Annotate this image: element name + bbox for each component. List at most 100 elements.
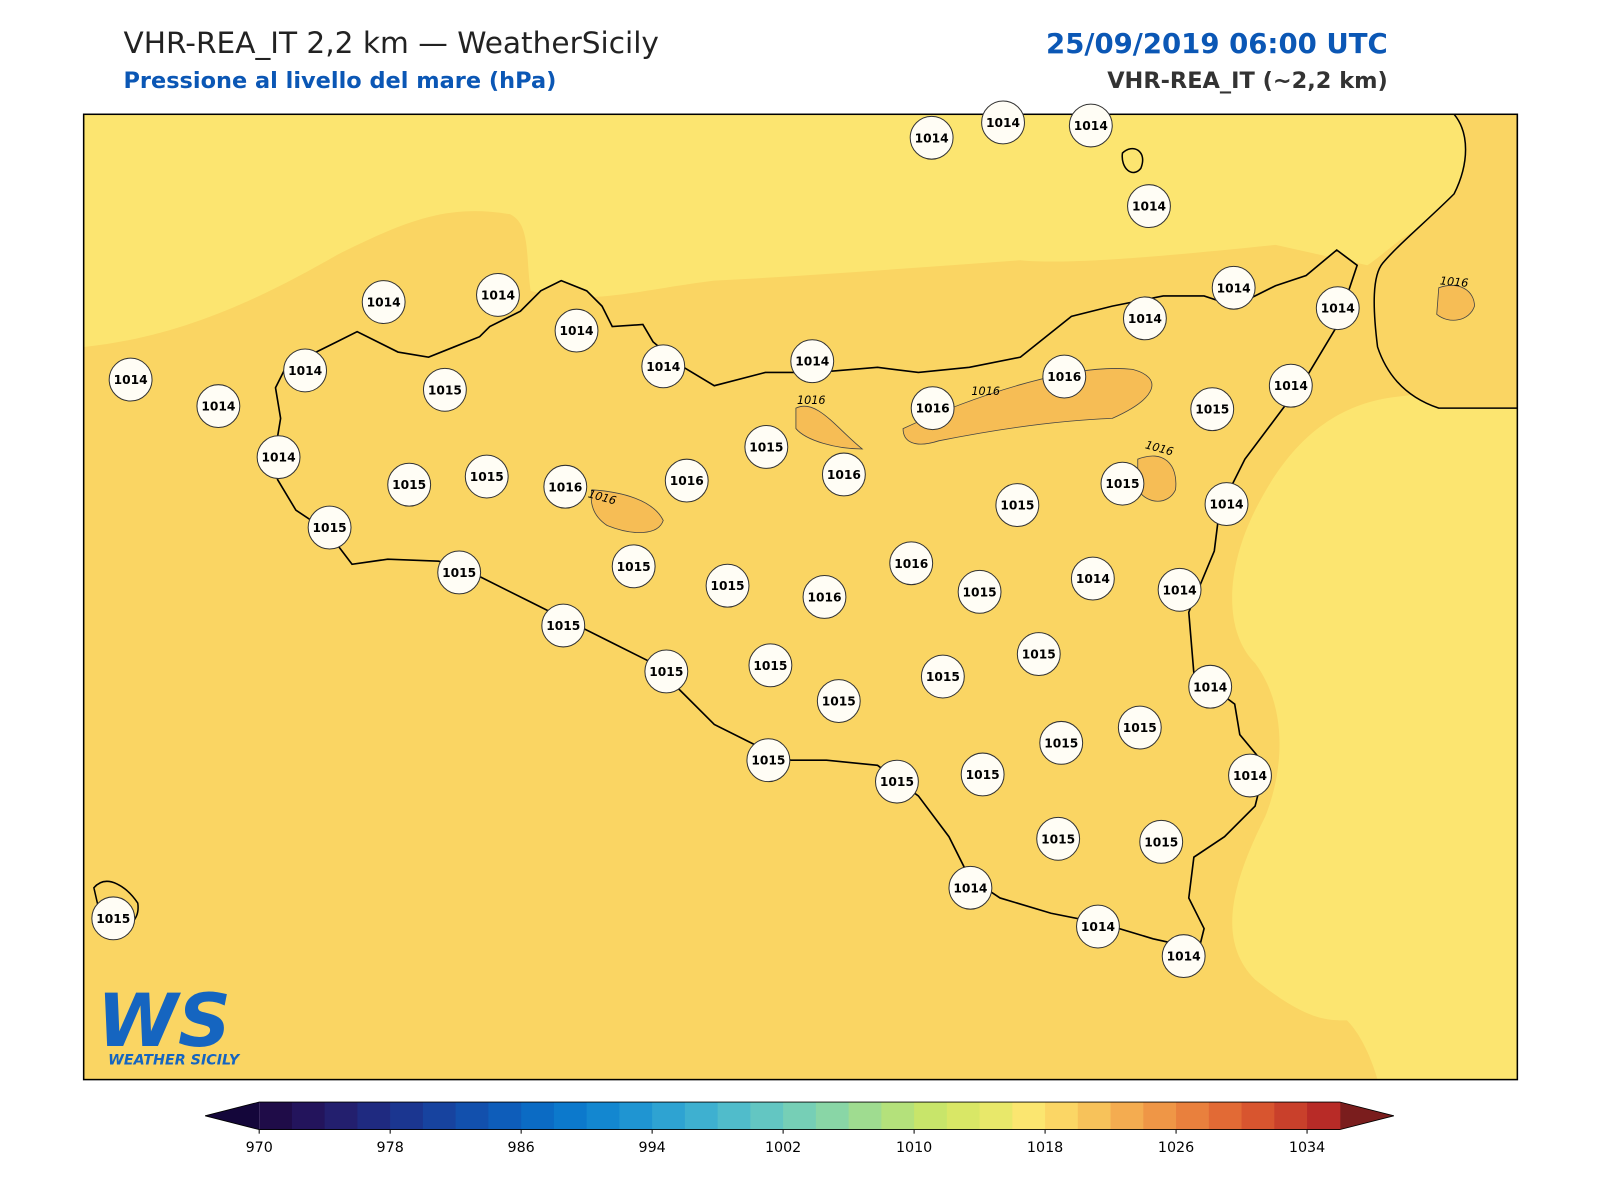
station-marker bbox=[909, 115, 954, 160]
station-marker bbox=[1211, 265, 1256, 310]
station-marker bbox=[816, 679, 861, 723]
station-value: 1016 bbox=[916, 402, 950, 416]
station-value: 1015 bbox=[96, 912, 130, 926]
station: 1014 bbox=[1076, 904, 1120, 949]
station-value: 1014 bbox=[262, 451, 296, 465]
station-value: 1015 bbox=[822, 695, 856, 709]
station-value: 1015 bbox=[926, 670, 960, 684]
station-value: 1015 bbox=[1044, 736, 1078, 750]
colorbar-tick-label: 978 bbox=[377, 1140, 404, 1156]
station-marker bbox=[361, 280, 406, 324]
colorbar-swatch bbox=[848, 1102, 882, 1130]
colorbar-swatch bbox=[1045, 1102, 1079, 1130]
station-value: 1014 bbox=[1321, 302, 1355, 316]
station: 1014 bbox=[790, 339, 835, 384]
colorbar-swatch bbox=[946, 1102, 981, 1130]
station-marker bbox=[1228, 753, 1272, 798]
station: 1015 bbox=[1117, 705, 1162, 750]
station-value: 1014 bbox=[1132, 200, 1166, 214]
station: 1015 bbox=[875, 759, 919, 804]
station-marker bbox=[1188, 664, 1233, 709]
station-marker bbox=[283, 348, 328, 393]
station-value: 1015 bbox=[313, 521, 347, 535]
colorbar-extend-low bbox=[205, 1102, 260, 1130]
station: 1015 bbox=[920, 654, 965, 699]
station-value: 1016 bbox=[1047, 370, 1081, 384]
station-value: 1014 bbox=[1274, 379, 1308, 393]
colorbar-swatch bbox=[259, 1102, 293, 1130]
island bbox=[1121, 147, 1144, 174]
station: 1015 bbox=[422, 367, 467, 412]
station-value: 1015 bbox=[1022, 648, 1056, 662]
lighter-sea bbox=[1232, 367, 1518, 1080]
station-value: 1016 bbox=[807, 590, 841, 604]
station-marker bbox=[1016, 632, 1061, 677]
stations: 1014 1014 1014 1014 1014 1014 1014 1014 1014 1014… bbox=[91, 100, 1360, 979]
station-marker bbox=[746, 738, 791, 783]
station: 1014 bbox=[909, 115, 954, 160]
station: 1015 bbox=[748, 643, 793, 688]
station-value: 1015 bbox=[617, 560, 651, 574]
station-marker bbox=[1039, 720, 1084, 765]
colorbar-swatch bbox=[684, 1102, 719, 1130]
colorbar-swatch bbox=[521, 1102, 555, 1130]
colorbar-extend-high bbox=[1339, 1102, 1394, 1130]
station: 1015 bbox=[611, 544, 656, 589]
station-marker bbox=[889, 541, 934, 586]
station-value: 1016 bbox=[894, 557, 928, 571]
colorbar-swatch bbox=[619, 1102, 653, 1130]
station-marker bbox=[705, 563, 750, 608]
station-value: 1016 bbox=[670, 474, 704, 488]
station: 1015 bbox=[1039, 720, 1084, 765]
station-value: 1015 bbox=[470, 470, 504, 484]
station-value: 1014 bbox=[1193, 680, 1227, 694]
station-marker bbox=[1157, 567, 1202, 612]
station-value: 1015 bbox=[963, 585, 997, 599]
logo-name: WEATHER SICILY bbox=[108, 1052, 241, 1068]
station-marker bbox=[554, 308, 599, 353]
station: 1014 bbox=[554, 308, 599, 353]
station-value: 1014 bbox=[114, 373, 148, 387]
station-marker bbox=[1315, 286, 1360, 331]
station: 1015 bbox=[957, 569, 1002, 614]
contour-1016 bbox=[590, 285, 1475, 534]
station-marker bbox=[476, 272, 520, 317]
station: 1014 bbox=[981, 100, 1025, 145]
contour-label: 1016 bbox=[971, 385, 1000, 398]
colorbar-swatch bbox=[455, 1102, 489, 1130]
station: 1014 bbox=[108, 357, 153, 402]
station-value: 1014 bbox=[1128, 312, 1162, 326]
colorbar-swatch bbox=[1208, 1102, 1243, 1130]
station-value: 1014 bbox=[288, 364, 322, 378]
station: 1014 bbox=[361, 280, 406, 324]
station: 1014 bbox=[948, 865, 993, 910]
station-value: 1014 bbox=[201, 400, 235, 414]
colorbar-swatch bbox=[881, 1102, 915, 1130]
station-value: 1014 bbox=[1076, 572, 1110, 586]
station-marker bbox=[1117, 705, 1162, 750]
station-value: 1014 bbox=[1074, 119, 1108, 133]
station-marker bbox=[1139, 819, 1184, 864]
station: 1014 bbox=[1211, 265, 1256, 310]
station: 1014 bbox=[283, 348, 328, 393]
station-value: 1015 bbox=[1195, 403, 1229, 417]
station-marker bbox=[543, 464, 588, 509]
station-marker bbox=[1042, 354, 1087, 399]
station-value: 1015 bbox=[442, 566, 476, 580]
station: 1014 bbox=[1122, 296, 1167, 341]
station: 1016 bbox=[821, 452, 866, 497]
colorbar-tick-label: 1018 bbox=[1027, 1140, 1063, 1156]
station-marker bbox=[1122, 296, 1167, 341]
colorbar-swatch bbox=[324, 1102, 358, 1130]
colorbar-swatch bbox=[1012, 1102, 1046, 1130]
station-value: 1016 bbox=[548, 480, 582, 494]
station-marker bbox=[802, 575, 847, 619]
contour-label: 1016 bbox=[1439, 274, 1469, 289]
colorbar-swatch bbox=[1176, 1102, 1210, 1130]
station-marker bbox=[611, 544, 656, 589]
station: 1016 bbox=[802, 575, 847, 619]
colorbar-swatch bbox=[1143, 1102, 1177, 1130]
station: 1016 bbox=[889, 541, 934, 586]
contour-label: 1016 bbox=[797, 394, 826, 407]
station: 1014 bbox=[1070, 556, 1115, 601]
